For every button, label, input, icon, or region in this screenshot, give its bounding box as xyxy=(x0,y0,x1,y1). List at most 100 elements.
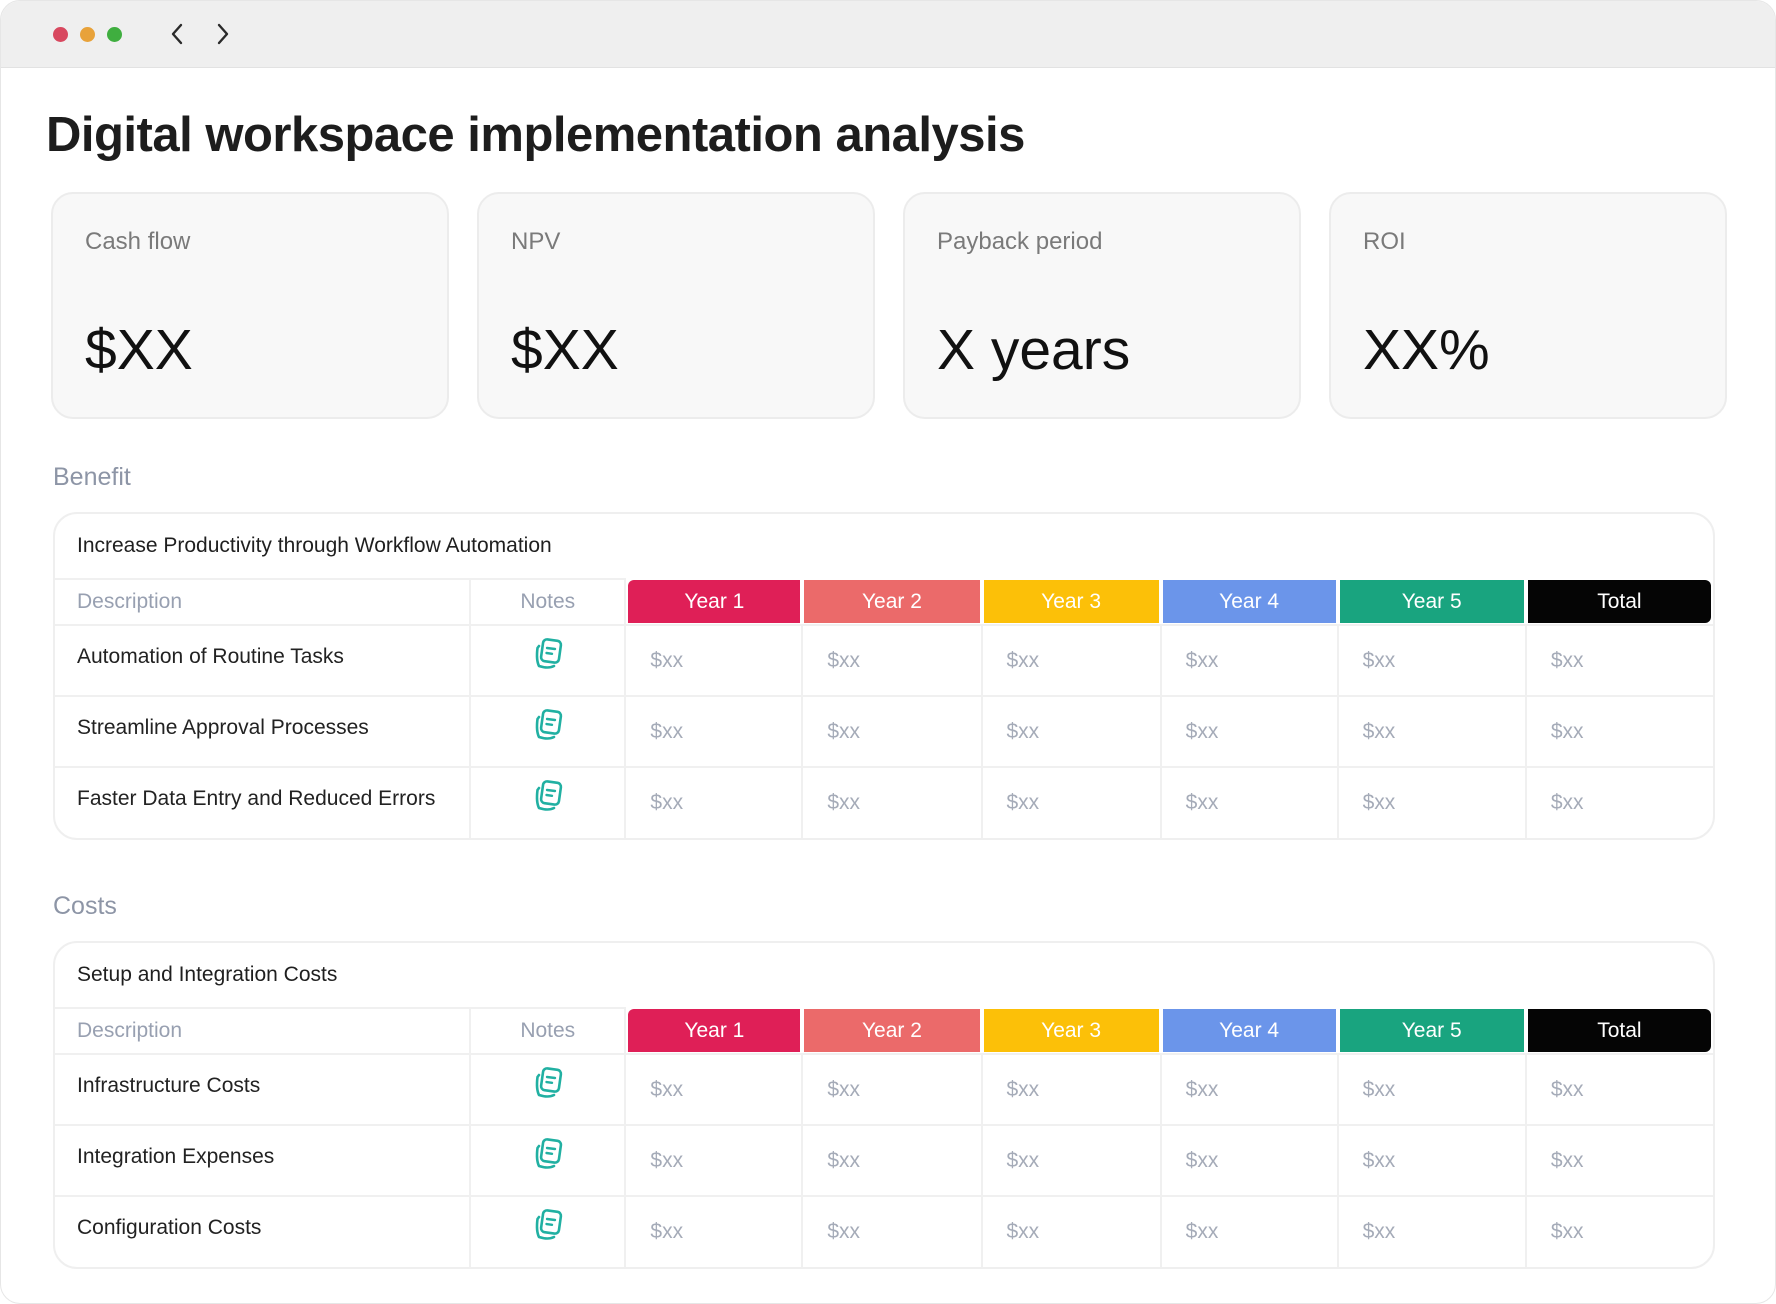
notes-cell xyxy=(470,624,627,696)
value-cell[interactable]: $xx xyxy=(1160,695,1339,767)
column-header-year-4: Year 4 xyxy=(1161,579,1338,625)
notes-icon[interactable] xyxy=(530,636,566,672)
value-cell[interactable]: $xx xyxy=(625,1053,804,1125)
notes-icon[interactable] xyxy=(530,707,566,743)
chevron-left-icon xyxy=(171,23,183,45)
title-bar xyxy=(1,1,1775,68)
value-cell[interactable]: $xx xyxy=(802,1195,983,1267)
value-cell[interactable]: $xx xyxy=(1337,1053,1527,1125)
notes-icon[interactable] xyxy=(530,778,566,814)
kpi-label: Payback period xyxy=(937,228,1103,255)
column-header-total: Total xyxy=(1526,1008,1713,1054)
section-card: Increase Productivity through Workflow A… xyxy=(53,512,1715,840)
value-cell[interactable]: $xx xyxy=(1337,1195,1527,1267)
value-cell[interactable]: $xx xyxy=(981,1053,1162,1125)
minimize-window-button[interactable] xyxy=(80,26,95,42)
column-header-year-1: Year 1 xyxy=(625,579,802,625)
row-description: Infrastructure Costs xyxy=(55,1053,472,1125)
value-cell[interactable]: $xx xyxy=(1160,624,1339,696)
value-cell[interactable]: $xx xyxy=(802,1053,983,1125)
value-cell[interactable]: $xx xyxy=(802,766,983,838)
column-pill: Year 2 xyxy=(804,580,980,623)
notes-cell xyxy=(470,1053,627,1125)
row-description: Integration Expenses xyxy=(55,1124,472,1196)
column-pill: Year 1 xyxy=(628,580,801,623)
card-title: Increase Productivity through Workflow A… xyxy=(77,534,552,557)
value-cell[interactable]: $xx xyxy=(1525,624,1713,696)
value-cell[interactable]: $xx xyxy=(981,624,1162,696)
value-cell[interactable]: $xx xyxy=(981,1124,1162,1196)
column-pill: Total xyxy=(1527,1009,1711,1052)
column-header-notes: Notes xyxy=(470,578,627,625)
value-cell[interactable]: $xx xyxy=(1160,1053,1339,1125)
row-description: Automation of Routine Tasks xyxy=(55,624,472,696)
column-pill: Year 4 xyxy=(1162,1009,1336,1052)
column-header-year-2: Year 2 xyxy=(802,579,981,625)
notes-cell xyxy=(470,1124,627,1196)
value-cell[interactable]: $xx xyxy=(1337,1124,1527,1196)
value-cell[interactable]: $xx xyxy=(981,1195,1162,1267)
value-cell[interactable]: $xx xyxy=(1525,1053,1713,1125)
kpi-label: Cash flow xyxy=(85,228,191,255)
kpi-label: ROI xyxy=(1363,228,1406,255)
row-description-text: Infrastructure Costs xyxy=(77,1073,261,1097)
table-row: Infrastructure Costs $xx $xx $xx $xx $xx $xx xyxy=(55,1053,1713,1125)
forward-button[interactable] xyxy=(208,19,238,49)
close-window-button[interactable] xyxy=(53,26,68,42)
value-cell[interactable]: $xx xyxy=(1160,1124,1339,1196)
value-cell[interactable]: $xx xyxy=(1525,695,1713,767)
column-pill: Year 3 xyxy=(983,580,1159,623)
notes-icon[interactable] xyxy=(530,1136,566,1172)
column-header-year-1: Year 1 xyxy=(625,1008,802,1054)
value-cell[interactable]: $xx xyxy=(625,695,804,767)
sections-container: Benefit Increase Productivity through Wor… xyxy=(46,463,1727,1269)
back-button[interactable] xyxy=(162,19,192,49)
value-cell[interactable]: $xx xyxy=(1337,624,1527,696)
value-cell[interactable]: $xx xyxy=(981,695,1162,767)
data-table: Description Notes Year 1 Year 2 Year 3 Year 4… xyxy=(55,578,1713,838)
notes-icon[interactable] xyxy=(530,1065,566,1101)
value-cell[interactable]: $xx xyxy=(1525,1195,1713,1267)
value-cell[interactable]: $xx xyxy=(625,624,804,696)
table-header: Description Notes Year 1 Year 2 Year 3 Year 4… xyxy=(55,1007,1713,1054)
notes-cell xyxy=(470,766,627,838)
value-cell[interactable]: $xx xyxy=(1525,766,1713,838)
column-header-total: Total xyxy=(1526,579,1713,625)
value-cell[interactable]: $xx xyxy=(802,695,983,767)
kpi-card-cash-flow: Cash flow $XX xyxy=(51,192,449,419)
column-header-year-5: Year 5 xyxy=(1338,579,1526,625)
row-description-text: Faster Data Entry and Reduced Errors xyxy=(77,787,436,810)
value-cell[interactable]: $xx xyxy=(1160,766,1339,838)
column-pill: Year 5 xyxy=(1339,1009,1524,1052)
section-title: Costs xyxy=(53,892,117,920)
value-cell[interactable]: $xx xyxy=(1160,1195,1339,1267)
value-cell[interactable]: $xx xyxy=(1337,695,1527,767)
column-pill: Year 4 xyxy=(1162,580,1336,623)
value-cell[interactable]: $xx xyxy=(1525,1124,1713,1196)
table-row: Configuration Costs $xx $xx $xx $xx $xx $xx xyxy=(55,1195,1713,1267)
column-pill: Year 5 xyxy=(1339,580,1524,623)
kpi-value: X years xyxy=(937,318,1131,382)
page-title: Digital workspace implementation analysi… xyxy=(46,108,1025,162)
kpi-label: NPV xyxy=(511,228,561,255)
value-cell[interactable]: $xx xyxy=(981,766,1162,838)
kpi-value: $XX xyxy=(511,318,619,382)
notes-icon[interactable] xyxy=(530,1207,566,1243)
value-cell[interactable]: $xx xyxy=(1337,766,1527,838)
row-description: Configuration Costs xyxy=(55,1195,472,1267)
value-cell[interactable]: $xx xyxy=(625,766,804,838)
value-cell[interactable]: $xx xyxy=(802,624,983,696)
value-cell[interactable]: $xx xyxy=(625,1195,804,1267)
value-cell[interactable]: $xx xyxy=(802,1124,983,1196)
data-table: Description Notes Year 1 Year 2 Year 3 Year 4… xyxy=(55,1007,1713,1267)
column-pill: Year 3 xyxy=(983,1009,1159,1052)
kpi-value: XX% xyxy=(1363,318,1490,382)
row-description: Faster Data Entry and Reduced Errors xyxy=(55,766,472,838)
table-row: Streamline Approval Processes $xx $xx $xx $x… xyxy=(55,695,1713,767)
maximize-window-button[interactable] xyxy=(107,26,122,42)
table-row: Faster Data Entry and Reduced Errors $xx $… xyxy=(55,766,1713,838)
column-header-year-2: Year 2 xyxy=(802,1008,981,1054)
kpi-card-npv: NPV $XX xyxy=(477,192,875,419)
value-cell[interactable]: $xx xyxy=(625,1124,804,1196)
